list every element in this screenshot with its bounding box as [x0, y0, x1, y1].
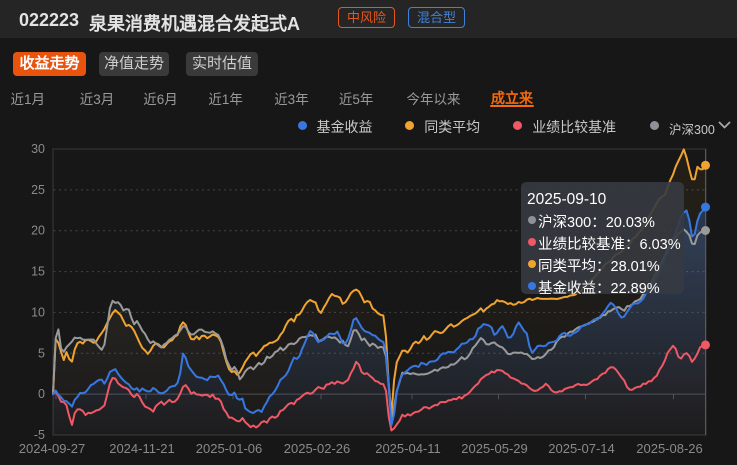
svg-text:2025-05-29: 2025-05-29 [461, 441, 528, 456]
svg-text:2024-11-21: 2024-11-21 [109, 441, 175, 456]
svg-text:2025-01-06: 2025-01-06 [196, 441, 263, 456]
svg-text:2025-04-11: 2025-04-11 [375, 441, 441, 456]
svg-text:10: 10 [31, 305, 45, 319]
svg-text:20: 20 [31, 224, 45, 238]
svg-text:-5: -5 [34, 428, 45, 442]
svg-text:2025-07-14: 2025-07-14 [548, 441, 615, 456]
svg-text:2024-09-27: 2024-09-27 [19, 441, 86, 456]
svg-text:5: 5 [38, 346, 45, 360]
svg-text:2025-02-26: 2025-02-26 [284, 441, 351, 456]
svg-text:0: 0 [38, 387, 45, 401]
svg-text:2025-08-26: 2025-08-26 [636, 441, 703, 456]
svg-text:25: 25 [31, 183, 45, 197]
svg-text:30: 30 [31, 142, 45, 156]
svg-text:15: 15 [31, 265, 45, 279]
